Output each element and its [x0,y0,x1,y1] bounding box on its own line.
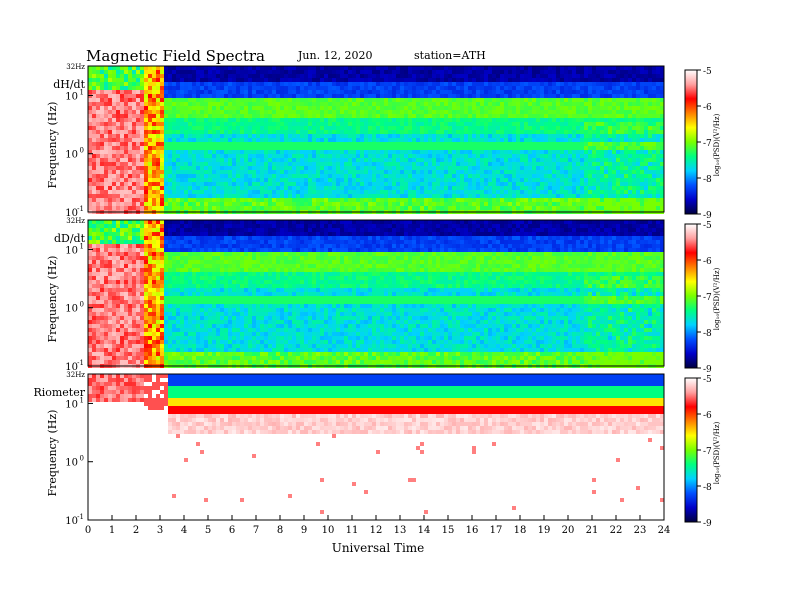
colorbar-tick-label-1-4: -9 [703,365,712,375]
x-tick-label-13: 13 [394,525,407,536]
colorbar-tick-label-1-1: -6 [703,257,712,267]
colorbar-tick-label-2-2: -7 [703,447,712,457]
colorbar-tick-label-1-2: -7 [703,293,712,303]
figure-title: Magnetic Field Spectra [86,47,265,65]
y-tick-exp-0-1: 0 [80,147,84,155]
colorbar-tick-label-0-4: -9 [703,211,712,221]
x-tick-label-20: 20 [562,525,575,536]
x-tick-label-18: 18 [514,525,527,536]
station-label: station=ATH [414,49,486,62]
x-tick-label-2: 2 [133,525,139,536]
y-tick-label-0-0: 10 [65,91,78,102]
y-tick-label-1-0: 10 [65,245,78,256]
y-tick-exp-2-0: 1 [80,396,84,404]
y-tick-label-0-1: 10 [65,150,78,161]
colorbar-tick-label-0-3: -8 [703,175,712,185]
x-tick-label-7: 7 [253,525,259,536]
x-tick-label-14: 14 [418,525,431,536]
colorbar-tick-label-0-2: -7 [703,139,712,149]
y-tick-label-2-0: 10 [65,399,78,410]
y-tick-label-2-1: 10 [65,458,78,469]
colorbar-label-0: log₁₀(PSD)(V²/Hz) [713,113,721,176]
x-tick-label-0: 0 [85,525,91,536]
x-tick-label-11: 11 [346,525,359,536]
colorbar-2 [684,377,698,523]
colorbar-tick-label-2-4: -9 [703,519,712,529]
colorbar-tick-label-0-1: -6 [703,103,712,113]
y-axis-label-2: Frequency (Hz) [46,410,59,497]
spectrogram-2 [88,374,664,514]
y-tick-label-2-2: 10 [65,516,78,527]
x-tick-label-1: 1 [109,525,115,536]
y-tick-exp-1-2: -1 [77,359,84,367]
y-tick-exp-2-1: 0 [80,455,84,463]
panel-label-1: dD/dt [54,232,86,245]
panel-label-2: Riometer [33,386,85,399]
x-tick-label-23: 23 [634,525,647,536]
x-tick-label-24: 24 [658,525,671,536]
colorbar-tick-label-2-0: -5 [703,375,712,385]
colorbar-tick-label-1-3: -8 [703,329,712,339]
panel-frame-0 [87,65,665,213]
panel-label-0: dH/dt [53,78,85,91]
colorbar-tick-label-0-0: -5 [703,67,712,77]
y-tick-label-0-2: 10 [65,208,78,219]
y-tick-label-1-1: 10 [65,304,78,315]
colorbar-label-2: log₁₀(PSD)(V²/Hz) [713,421,721,484]
colorbar-label-1: log₁₀(PSD)(V²/Hz) [713,267,721,330]
x-tick-label-21: 21 [586,525,599,536]
top-freq-label-1: 32Hz [66,217,85,225]
x-tick-label-6: 6 [229,525,235,536]
colorbar-1 [684,223,698,369]
colorbar-tick-label-2-3: -8 [703,483,712,493]
x-tick-label-15: 15 [442,525,455,536]
y-tick-label-1-2: 10 [65,362,78,373]
y-tick-exp-0-0: 1 [80,88,84,96]
spectrogram-1 [88,220,664,368]
x-tick-label-5: 5 [205,525,211,536]
y-tick-exp-2-2: -1 [77,513,84,521]
x-tick-label-19: 19 [538,525,551,536]
y-tick-exp-1-1: 0 [80,301,84,309]
colorbar-0 [684,69,698,215]
x-tick-label-17: 17 [490,525,503,536]
x-tick-label-12: 12 [370,525,383,536]
top-freq-label-0: 32Hz [66,63,85,71]
x-tick-label-16: 16 [466,525,479,536]
y-axis-label-1: Frequency (Hz) [46,256,59,343]
panel-frame-1 [87,219,665,367]
x-tick-label-10: 10 [322,525,335,536]
figure-date: Jun. 12, 2020 [297,49,373,62]
colorbar-tick-label-2-1: -6 [703,411,712,421]
x-tick-label-8: 8 [277,525,283,536]
x-tick-label-4: 4 [181,525,187,536]
x-tick-label-22: 22 [610,525,623,536]
time-axis: 0 1 2 3 4 5 6 7 8 9 10 11 12 13 14 15 16 17 18 19 20 21 22 23 24 [85,515,671,536]
x-tick-label-3: 3 [157,525,163,536]
x-axis-label: Universal Time [332,541,425,555]
y-axis-label-0: Frequency (Hz) [46,102,59,189]
y-tick-exp-1-0: 1 [80,242,84,250]
x-tick-label-9: 9 [301,525,307,536]
spectrogram-0 [88,66,664,214]
top-freq-label-2: 32Hz [66,371,85,379]
y-tick-exp-0-2: -1 [77,205,84,213]
colorbar-tick-label-1-0: -5 [703,221,712,231]
